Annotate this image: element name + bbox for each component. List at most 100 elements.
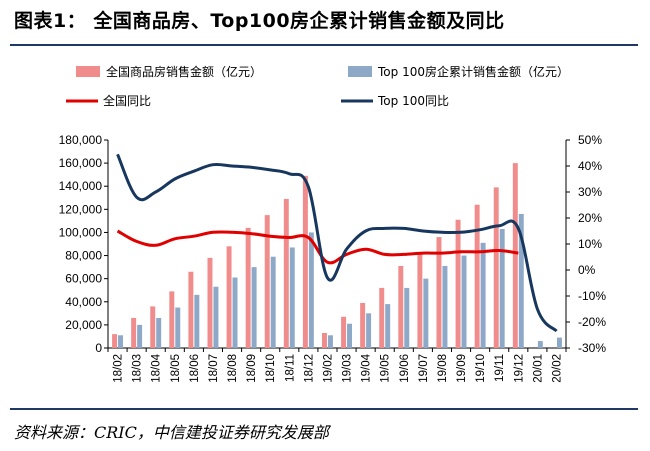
- right-axis-tick-label: -10%: [578, 289, 606, 303]
- bar-top100: [327, 335, 333, 348]
- legend-label-top100-line: Top 100同比: [377, 94, 449, 108]
- bar-national: [493, 187, 499, 348]
- right-axis-tick-label: 20%: [578, 211, 602, 225]
- x-axis-tick-label: 19/11: [494, 354, 506, 382]
- left-axis-tick-label: 60,000: [65, 272, 102, 286]
- right-axis-tick-label: 50%: [578, 133, 602, 147]
- x-axis-tick-label: 19/03: [342, 354, 354, 383]
- x-axis-tick-label: 19/05: [380, 354, 392, 383]
- left-axis-tick-label: 160,000: [59, 156, 103, 170]
- left-axis-tick-label: 120,000: [59, 202, 103, 216]
- source-note: 资料来源：CRIC，中信建投证券研究发展部: [14, 423, 329, 442]
- legend-swatch-top100-bar: [348, 66, 372, 77]
- bar-national: [360, 302, 366, 348]
- legend: 全国商品房销售金额（亿元） Top 100房企累计销售金额（亿元） 全国同比 T…: [66, 64, 569, 108]
- x-axis-tick-label: 18/07: [208, 354, 220, 383]
- right-axis-tick-label: -30%: [578, 341, 606, 355]
- bar-top100: [175, 307, 181, 348]
- x-axis-tick-label: 18/06: [189, 354, 201, 383]
- chart-title: 图表1： 全国商品房、Top100房企累计销售金额及同比: [14, 10, 505, 32]
- left-axis-tick-label: 140,000: [59, 179, 103, 193]
- right-axis-tick-label: 30%: [578, 185, 602, 199]
- bar-top100: [347, 323, 353, 348]
- bar-national: [321, 332, 327, 348]
- bar-top100: [118, 335, 124, 348]
- line-top100-yoy: [116, 153, 558, 333]
- bar-national: [245, 227, 251, 348]
- x-axis-tick-label: 19/06: [399, 354, 411, 383]
- bar-top100: [537, 341, 543, 348]
- bar-national: [264, 215, 270, 348]
- left-axis-tick-label: 0: [95, 341, 102, 355]
- bar-top100: [423, 278, 429, 348]
- bar-national: [207, 257, 213, 348]
- bar-national: [302, 175, 308, 348]
- x-axis-tick-label: 20/01: [532, 354, 544, 383]
- bar-national: [131, 317, 137, 348]
- bar-top100: [518, 213, 524, 348]
- bar-top100: [270, 256, 276, 348]
- x-axis-tick-label: 18/05: [170, 354, 182, 383]
- bar-top100: [156, 317, 162, 348]
- x-axis-tick-label: 19/07: [418, 354, 430, 383]
- bar-national: [455, 219, 461, 348]
- bar-national: [512, 163, 518, 348]
- bar-top100: [556, 337, 562, 348]
- bar-top100: [499, 228, 505, 348]
- line-national-yoy: [116, 229, 519, 265]
- bar-national: [341, 316, 347, 348]
- bar-top100: [137, 324, 143, 348]
- left-axis-tick-label: 40,000: [65, 295, 102, 309]
- bar-national: [474, 204, 480, 348]
- legend-label-national-bar: 全国商品房销售金额（亿元）: [106, 64, 262, 79]
- legend-swatch-national-bar: [76, 66, 100, 77]
- left-axis-tick-label: 100,000: [59, 225, 103, 239]
- bar-top100: [461, 255, 467, 348]
- right-axis-tick-label: 10%: [578, 237, 602, 251]
- x-axis-tick-label: 19/08: [437, 354, 449, 383]
- right-axis-tick-label: 0%: [578, 263, 596, 277]
- x-axis-tick-label: 18/10: [265, 354, 277, 383]
- bar-top100: [289, 247, 295, 348]
- bar-national: [379, 287, 385, 348]
- x-axis-tick-label: 18/08: [227, 354, 239, 383]
- legend-label-national-line: 全国同比: [103, 93, 151, 108]
- x-axis-tick-label: 19/10: [475, 354, 487, 383]
- left-axis-tick-label: 80,000: [65, 249, 102, 263]
- bar-top100: [366, 313, 372, 348]
- bar-national: [169, 291, 175, 348]
- right-axis-tick-label: 40%: [578, 159, 602, 173]
- bar-top100: [194, 294, 200, 348]
- x-axis-tick-label: 18/12: [303, 354, 315, 383]
- title-rule: [10, 44, 638, 46]
- bar-national: [150, 306, 156, 348]
- x-axis-tick-label: 18/04: [151, 353, 163, 382]
- bar-top100: [308, 232, 314, 348]
- bar-top100: [442, 265, 448, 348]
- bar-top100: [404, 287, 410, 348]
- x-axis-tick-label: 19/09: [456, 354, 468, 383]
- plot-area: 0 20,000 40,000 60,000 80,000 100,000 120,000 1…: [59, 133, 607, 383]
- x-axis-tick-label: 20/02: [551, 354, 563, 383]
- left-axis-tick-label: 180,000: [59, 133, 103, 147]
- bar-national: [283, 198, 289, 348]
- legend-label-top100-bar: Top 100房企累计销售金额（亿元）: [377, 64, 569, 79]
- bar-top100: [251, 267, 257, 348]
- x-axis-tick-label: 19/12: [513, 354, 525, 383]
- right-axis-tick-label: -20%: [578, 315, 606, 329]
- bar-top100: [213, 286, 219, 348]
- bar-national: [398, 265, 404, 348]
- x-axis-tick-label: 18/09: [246, 354, 258, 383]
- left-axis-tick-label: 20,000: [65, 318, 102, 332]
- bar-top100: [232, 277, 238, 348]
- x-axis-tick-label: 18/11: [284, 354, 296, 382]
- bar-national: [188, 271, 194, 348]
- bar-national: [436, 237, 442, 348]
- x-axis-tick-label: 19/02: [322, 354, 334, 383]
- bar-top100: [385, 304, 391, 348]
- x-axis-tick-label: 18/02: [113, 354, 125, 383]
- bar-top100: [480, 242, 486, 348]
- x-axis-tick-label: 18/03: [132, 354, 144, 383]
- bar-national: [417, 253, 423, 348]
